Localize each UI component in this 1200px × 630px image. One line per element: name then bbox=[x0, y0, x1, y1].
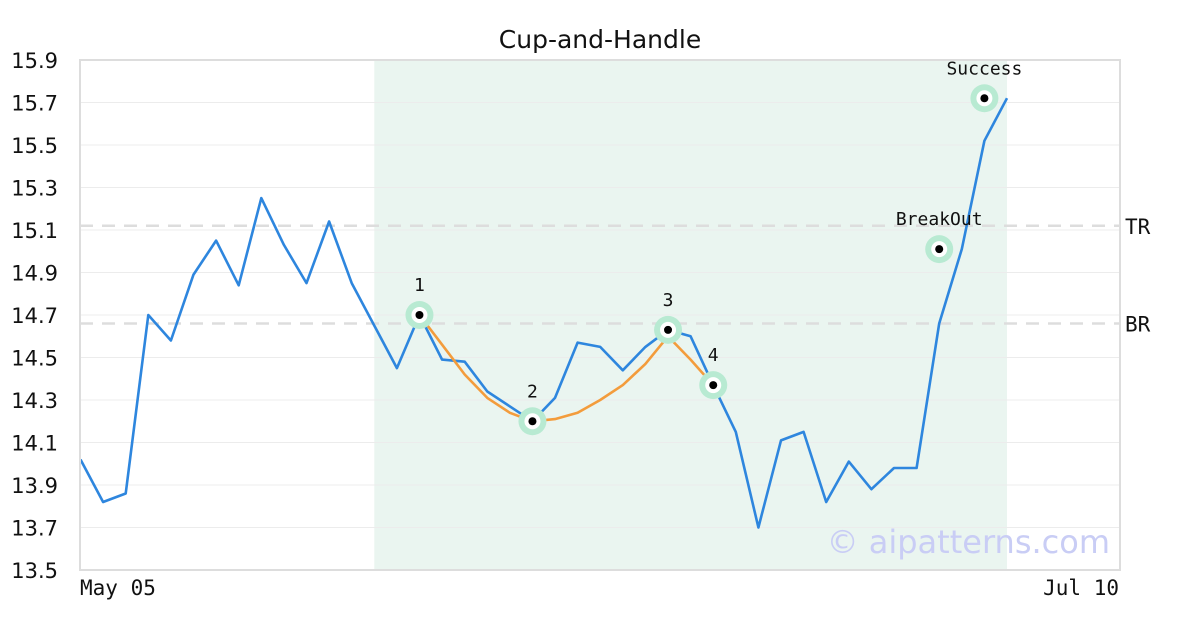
marker-dot bbox=[935, 245, 944, 254]
price-line bbox=[79, 97, 1009, 529]
marker-label: 1 bbox=[414, 275, 425, 296]
y-tick-label: 15.1 bbox=[11, 219, 58, 243]
plot-frame bbox=[79, 59, 1121, 571]
marker-label: 2 bbox=[527, 381, 538, 402]
y-tick-label: 14.7 bbox=[11, 304, 58, 328]
y-tick-label: 14.1 bbox=[11, 432, 58, 456]
y-tick-label: 15.7 bbox=[11, 92, 58, 116]
y-tick-label: 13.9 bbox=[11, 474, 58, 498]
marker-1: 1 bbox=[405, 275, 434, 329]
pattern-markers: 1 2 3 4 BreakOut Success bbox=[405, 58, 1022, 436]
marker-label: BreakOut bbox=[896, 209, 983, 230]
y-tick-label: 15.5 bbox=[11, 134, 58, 158]
marker-2: 2 bbox=[518, 381, 547, 436]
marker-dot bbox=[709, 381, 718, 390]
marker-dot bbox=[664, 325, 673, 334]
marker-dot bbox=[415, 311, 424, 319]
marker-label: 3 bbox=[663, 290, 674, 311]
y-tick-label: 14.5 bbox=[11, 347, 58, 371]
marker-dot bbox=[528, 417, 537, 426]
watermark: © aipatterns.com bbox=[827, 523, 1110, 561]
level-label-tr: TR bbox=[1125, 215, 1151, 239]
chart-title: Cup-and-Handle bbox=[499, 25, 701, 54]
level-label-br: BR bbox=[1125, 313, 1151, 337]
y-tick-label: 13.7 bbox=[11, 517, 58, 541]
y-tick-label: 15.3 bbox=[11, 177, 58, 201]
x-tick-end: Jul 10 bbox=[1043, 576, 1119, 600]
marker-label: Success bbox=[946, 58, 1022, 79]
marker-label: 4 bbox=[708, 345, 719, 366]
marker-dot bbox=[980, 94, 989, 103]
level-lines: TR BR bbox=[80, 215, 1151, 337]
y-axis-ticks: 13.5 13.7 13.9 14.1 14.3 14.5 14.7 14.9 15.1 15.3… bbox=[11, 49, 58, 583]
marker-success: Success bbox=[946, 58, 1022, 113]
y-tick-label: 14.3 bbox=[11, 389, 58, 413]
x-tick-start: May 05 bbox=[80, 576, 156, 600]
y-tick-label: 13.5 bbox=[11, 559, 58, 583]
marker-3: 3 bbox=[654, 290, 683, 344]
y-tick-label: 14.9 bbox=[11, 262, 58, 286]
marker-4: 4 bbox=[699, 345, 728, 400]
marker-breakout: BreakOut bbox=[896, 209, 983, 264]
y-tick-label: 15.9 bbox=[11, 49, 58, 73]
